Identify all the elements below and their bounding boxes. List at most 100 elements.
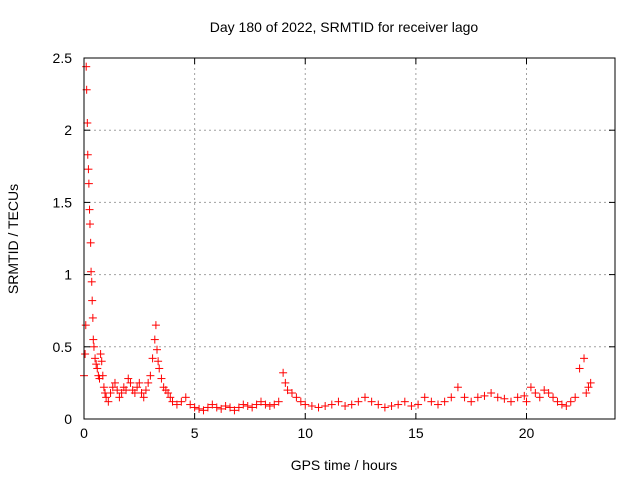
data-point bbox=[234, 403, 243, 412]
y-tick-label: 2 bbox=[64, 122, 72, 138]
data-point bbox=[493, 393, 502, 402]
data-point bbox=[153, 345, 162, 354]
data-point bbox=[186, 400, 195, 409]
data-point bbox=[154, 357, 163, 366]
data-point bbox=[190, 403, 199, 412]
data-point bbox=[500, 394, 509, 403]
data-point bbox=[89, 342, 98, 351]
x-tick-label: 5 bbox=[191, 425, 199, 441]
data-point bbox=[535, 393, 544, 402]
data-point bbox=[387, 402, 396, 411]
data-point bbox=[199, 406, 208, 415]
data-point bbox=[113, 386, 122, 395]
data-point bbox=[473, 393, 482, 402]
data-point bbox=[553, 397, 562, 406]
data-point bbox=[447, 393, 456, 402]
data-point bbox=[168, 397, 177, 406]
data-point bbox=[226, 403, 235, 412]
data-point bbox=[89, 335, 98, 344]
data-point bbox=[374, 400, 383, 409]
data-point bbox=[575, 364, 584, 373]
data-point bbox=[301, 400, 310, 409]
data-point bbox=[586, 378, 595, 387]
data-point bbox=[453, 383, 462, 392]
x-tick-label: 0 bbox=[80, 425, 88, 441]
y-axis-label: SRMTID / TECUs bbox=[5, 184, 21, 294]
data-point bbox=[287, 389, 296, 398]
data-point bbox=[139, 393, 148, 402]
data-point bbox=[480, 391, 489, 400]
data-point bbox=[177, 397, 186, 406]
y-tick-label: 2.5 bbox=[53, 50, 73, 66]
y-tick-label: 1 bbox=[64, 267, 72, 283]
data-point bbox=[83, 150, 92, 159]
data-point bbox=[248, 403, 257, 412]
data-point bbox=[281, 378, 290, 387]
data-point bbox=[137, 389, 146, 398]
data-point bbox=[566, 397, 575, 406]
data-point bbox=[124, 374, 133, 383]
data-point bbox=[334, 397, 343, 406]
data-point bbox=[257, 397, 265, 406]
x-tick-label: 10 bbox=[297, 425, 313, 441]
data-point bbox=[283, 386, 292, 395]
data-point bbox=[279, 368, 288, 377]
data-point bbox=[557, 400, 566, 409]
data-point bbox=[584, 383, 593, 392]
data-point bbox=[434, 400, 442, 409]
data-point bbox=[520, 391, 529, 400]
grid bbox=[84, 58, 615, 419]
x-tick-label: 15 bbox=[408, 425, 424, 441]
data-point bbox=[427, 397, 436, 406]
data-point bbox=[83, 118, 92, 127]
y-tick-label: 1.5 bbox=[53, 194, 73, 210]
data-point bbox=[467, 397, 476, 406]
data-point bbox=[243, 402, 252, 411]
data-point bbox=[148, 354, 157, 363]
data-point bbox=[571, 393, 580, 402]
data-point bbox=[522, 397, 531, 406]
data-point bbox=[394, 400, 403, 409]
data-point bbox=[108, 383, 117, 392]
data-point bbox=[81, 350, 90, 359]
data-point bbox=[217, 404, 226, 413]
data-point bbox=[87, 277, 96, 286]
data-point bbox=[151, 321, 160, 330]
data-point bbox=[88, 313, 97, 322]
data-point bbox=[420, 393, 429, 402]
data-point bbox=[507, 397, 516, 406]
data-point bbox=[115, 393, 124, 402]
data-point bbox=[126, 378, 135, 387]
data-point bbox=[82, 62, 91, 71]
data-point bbox=[341, 402, 350, 411]
data-point bbox=[407, 402, 416, 411]
data-point bbox=[104, 397, 113, 406]
data-points bbox=[80, 62, 595, 415]
data-point bbox=[354, 397, 363, 406]
data-point bbox=[265, 402, 274, 411]
data-point bbox=[321, 402, 330, 411]
data-point bbox=[414, 400, 423, 409]
data-point bbox=[239, 400, 248, 409]
data-point bbox=[296, 397, 305, 406]
axis-ticks: 0 5 10 15 20 0 0.5 1 1.5 2 2.5 bbox=[53, 50, 615, 441]
data-point bbox=[582, 389, 591, 398]
data-point bbox=[526, 383, 535, 392]
y-tick-label: 0.5 bbox=[53, 339, 73, 355]
data-point bbox=[212, 403, 221, 412]
data-point bbox=[85, 220, 94, 229]
data-point bbox=[92, 360, 101, 369]
data-point bbox=[141, 386, 150, 395]
data-point bbox=[347, 400, 356, 409]
data-point bbox=[380, 403, 389, 412]
data-point bbox=[110, 378, 119, 387]
data-point bbox=[144, 378, 153, 387]
data-point bbox=[549, 393, 558, 402]
data-point bbox=[135, 378, 144, 387]
data-point bbox=[85, 205, 94, 214]
data-point bbox=[81, 321, 90, 330]
data-point bbox=[314, 403, 323, 412]
data-point bbox=[150, 335, 159, 344]
data-point bbox=[195, 404, 204, 413]
data-point bbox=[157, 374, 166, 383]
